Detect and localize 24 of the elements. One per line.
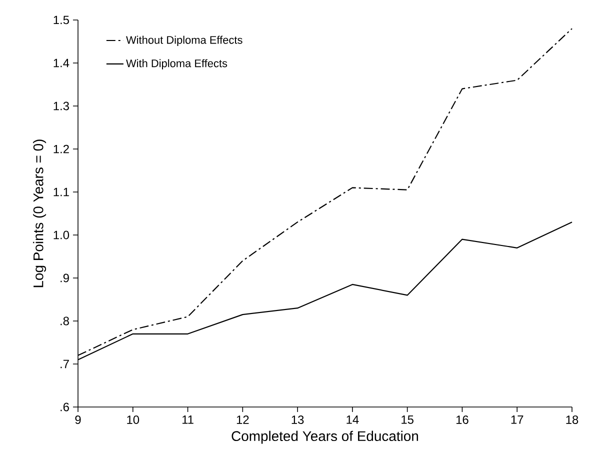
x-tick-label: 13 [292,416,304,424]
y-tick-label: .9 [60,274,69,282]
x-tick-label: 12 [236,416,249,424]
x-tick-label: 14 [346,416,359,424]
y-axis-title: Log Points (0 Years = 0) [33,140,46,288]
y-tick-label: 1.3 [54,102,69,110]
x-axis-title: Completed Years of Education [232,430,418,444]
y-tick-label: .6 [60,402,69,412]
x-tick-label: 11 [182,416,194,424]
y-tick-label: 1.5 [54,16,69,24]
legend-label: Without Diploma Effects [126,36,242,46]
x-tick-label: 16 [456,416,468,424]
y-tick-label: .7 [60,360,69,368]
y-tick-label: 1.1 [54,188,69,196]
y-tick-label: 1.4 [54,58,70,68]
x-tick-label: 9 [75,416,81,424]
y-tick-label: 1.2 [54,144,69,154]
y-tick-label: 1.0 [54,230,70,240]
x-tick-label: 17 [511,416,524,424]
legend-label: With Diploma Effects [126,59,228,70]
y-tick-label: .8 [60,316,69,326]
x-tick-label: 15 [402,416,414,424]
x-tick-label: 10 [127,416,140,424]
x-tick-label: 18 [566,416,578,424]
